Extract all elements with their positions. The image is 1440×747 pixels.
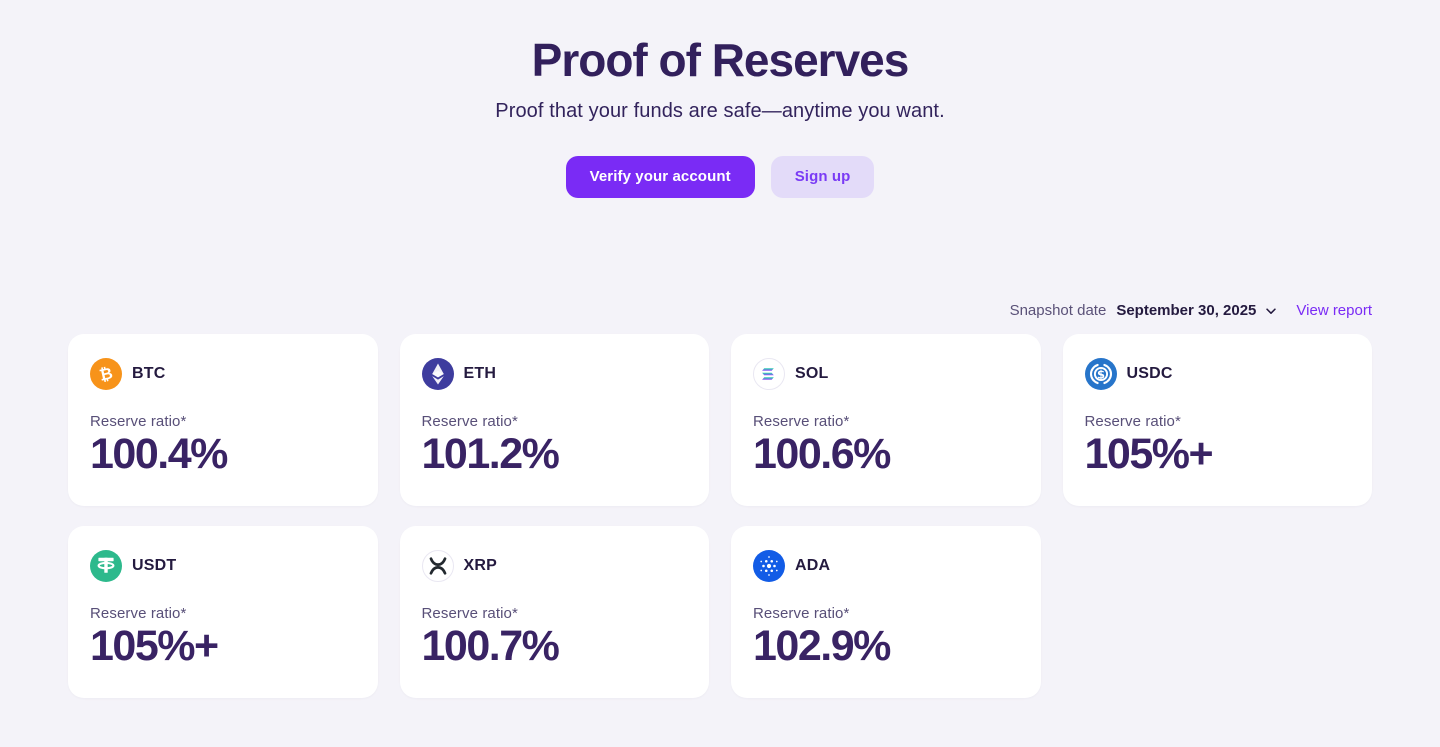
page-title: Proof of Reserves <box>531 34 910 86</box>
reserve-ratio-label: Reserve ratio* <box>421 412 518 430</box>
snapshot-date-dropdown[interactable]: September 30, 2025 <box>1116 302 1278 319</box>
reserve-card: XRP Reserve ratio* 100.7% <box>399 525 709 698</box>
reserve-ratio-value: 102.9% <box>753 621 891 670</box>
coin-symbol: ETH <box>463 364 497 382</box>
reserve-ratio-label: Reserve ratio* <box>90 604 187 622</box>
reserve-card: ₿ BTC Reserve ratio* 100.4% <box>68 333 378 506</box>
sign-up-button[interactable]: Sign up <box>770 155 875 198</box>
coin-symbol: USDT <box>132 556 177 574</box>
hero-section: Proof of Reserves Proof that your funds … <box>0 0 1440 198</box>
coin-symbol: XRP <box>463 556 497 574</box>
reserve-ratio-label: Reserve ratio* <box>753 604 850 622</box>
reserve-ratio-value: 101.2% <box>421 429 560 478</box>
coin-symbol: BTC <box>132 364 166 382</box>
reserve-ratio-label: Reserve ratio* <box>421 604 518 622</box>
reserve-card: ADA Reserve ratio* 102.9% <box>731 525 1041 698</box>
reserve-ratio-value: 100.4% <box>90 429 228 478</box>
reserve-ratio-value: 100.6% <box>753 429 891 478</box>
verify-account-button[interactable]: Verify your account <box>565 155 755 198</box>
ada-coin-icon <box>753 549 785 582</box>
view-report-link[interactable]: View report <box>1296 301 1372 319</box>
snapshot-date-value: September 30, 2025 <box>1116 301 1257 319</box>
reserve-ratio-value: 100.7% <box>421 621 560 670</box>
reserve-card: $ USDC Reserve ratio* 105%+ <box>1062 333 1372 506</box>
btc-coin-icon: ₿ <box>90 357 122 390</box>
reserve-ratio-value: 105%+ <box>1084 429 1214 478</box>
eth-coin-icon <box>421 357 454 390</box>
coin-symbol: SOL <box>795 364 829 382</box>
reserve-card: SOL Reserve ratio* 100.6% <box>731 333 1041 506</box>
usdt-coin-icon <box>90 549 122 582</box>
snapshot-row: Snapshot date September 30, 2025 View re… <box>68 302 1372 319</box>
chevron-down-icon <box>1264 304 1278 318</box>
hero-actions: Verify your account Sign up <box>0 155 1440 198</box>
coin-symbol: ADA <box>795 556 831 574</box>
sol-coin-icon <box>753 357 785 390</box>
reserve-ratio-value: 105%+ <box>90 621 219 670</box>
reserve-cards-grid: ₿ BTC Reserve ratio* 100.4% ETH Reserve … <box>68 333 1372 698</box>
xrp-coin-icon <box>421 549 454 582</box>
reserve-card: ETH Reserve ratio* 101.2% <box>399 333 709 506</box>
reserves-section: Snapshot date September 30, 2025 View re… <box>68 302 1372 698</box>
svg-text:$: $ <box>1096 367 1104 381</box>
svg-text:₿: ₿ <box>98 363 115 384</box>
page-subtitle: Proof that your funds are safe—anytime y… <box>495 99 945 122</box>
reserve-ratio-label: Reserve ratio* <box>1084 412 1181 430</box>
coin-symbol: USDC <box>1126 364 1173 382</box>
usdc-coin-icon: $ <box>1084 357 1117 390</box>
reserve-card: USDT Reserve ratio* 105%+ <box>68 525 378 698</box>
reserve-ratio-label: Reserve ratio* <box>753 412 850 430</box>
reserve-ratio-label: Reserve ratio* <box>90 412 187 430</box>
snapshot-date-label: Snapshot date <box>1009 301 1107 319</box>
